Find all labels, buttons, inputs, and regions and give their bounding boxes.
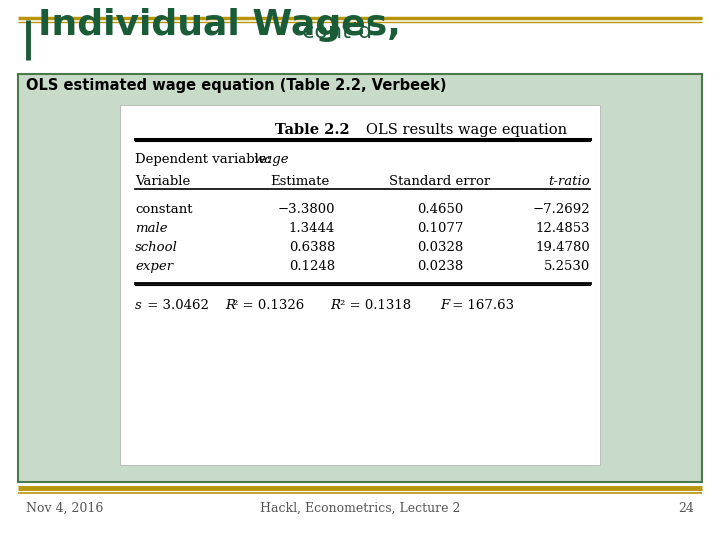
Text: Table 2.2: Table 2.2 [275,123,350,137]
Text: = 3.0462: = 3.0462 [143,299,209,312]
Text: ² = 0.1326: ² = 0.1326 [233,299,305,312]
Text: Variable: Variable [135,175,190,188]
Text: 0.4650: 0.4650 [417,203,463,216]
Text: Individual Wages,: Individual Wages, [38,8,401,42]
Text: wage: wage [253,153,289,166]
Text: = 167.63: = 167.63 [448,299,514,312]
Text: R̅: R̅ [330,299,340,312]
Text: 0.0238: 0.0238 [417,260,463,273]
Text: −3.3800: −3.3800 [277,203,335,216]
Text: t-ratio: t-ratio [548,175,590,188]
Text: 1.3444: 1.3444 [289,222,335,235]
Text: exper: exper [135,260,173,273]
Text: 0.1248: 0.1248 [289,260,335,273]
Text: ² = 0.1318: ² = 0.1318 [340,299,411,312]
Text: Hackl, Econometrics, Lecture 2: Hackl, Econometrics, Lecture 2 [260,502,460,515]
Text: Estimate: Estimate [271,175,330,188]
Text: Nov 4, 2016: Nov 4, 2016 [26,502,104,515]
Text: Dependent variable:: Dependent variable: [135,153,275,166]
Text: R: R [225,299,235,312]
FancyBboxPatch shape [18,74,702,482]
Text: Standard error: Standard error [390,175,490,188]
Text: male: male [135,222,168,235]
Text: 5.2530: 5.2530 [544,260,590,273]
Text: 0.6388: 0.6388 [289,241,335,254]
Text: 0.0328: 0.0328 [417,241,463,254]
Text: 12.4853: 12.4853 [536,222,590,235]
Text: 0.1077: 0.1077 [417,222,463,235]
Text: 19.4780: 19.4780 [535,241,590,254]
Text: OLS estimated wage equation (Table 2.2, Verbeek): OLS estimated wage equation (Table 2.2, … [26,78,446,93]
Text: F: F [440,299,449,312]
Text: 24: 24 [678,502,694,515]
FancyBboxPatch shape [120,105,600,465]
Text: s: s [135,299,142,312]
Text: school: school [135,241,178,254]
Text: OLS results wage equation: OLS results wage equation [352,123,567,137]
Text: −7.2692: −7.2692 [532,203,590,216]
Text: cont’d: cont’d [295,22,372,42]
Text: constant: constant [135,203,192,216]
